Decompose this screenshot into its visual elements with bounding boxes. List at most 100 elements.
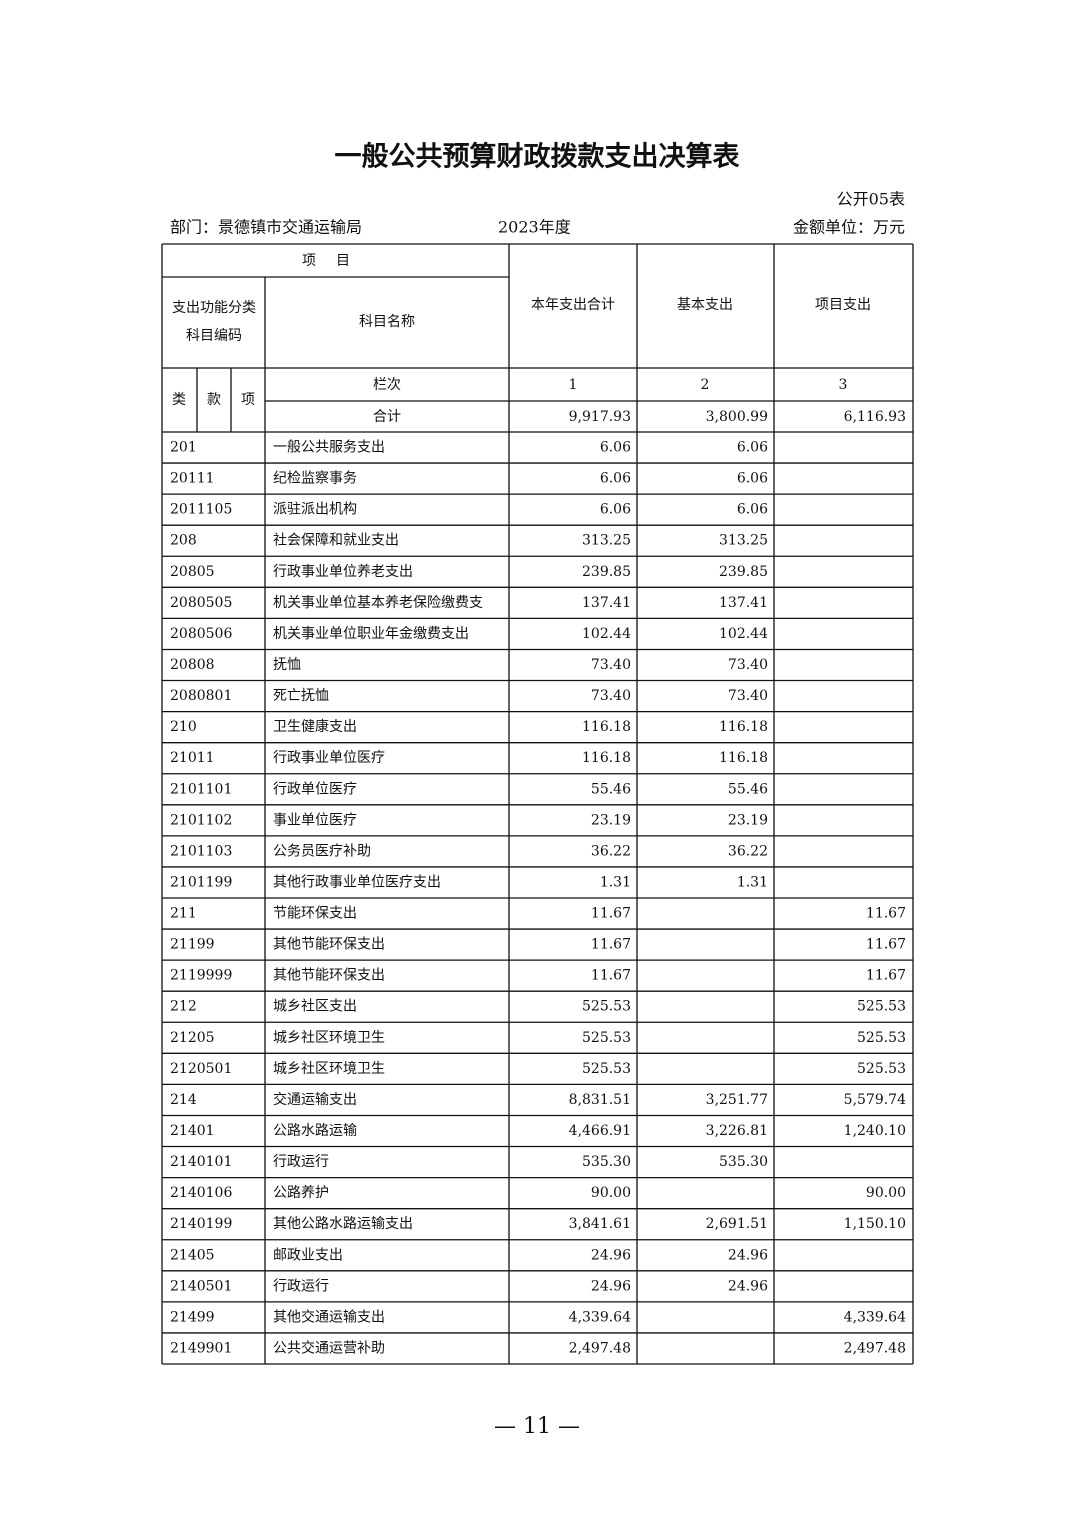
code-cell: 2101102 [170,812,232,828]
name-cell: 行政事业单位医疗 [273,750,385,766]
sum-cell: 3,800.99 [706,409,768,425]
name-cell: 邮政业支出 [273,1247,343,1263]
name-cell: 事业单位医疗 [273,812,357,828]
name-cell: 公路水路运输 [273,1123,357,1139]
sum-label: 合计 [373,409,401,425]
amount-cell: 525.53 [582,1030,631,1046]
code-cell: 2080801 [170,688,232,704]
name-cell: 机关事业单位职业年金缴费支出 [273,626,469,642]
sum-cell: 6,116.93 [844,409,906,425]
amount-cell: 3,841.61 [569,1216,631,1232]
amount-cell: 55.46 [591,781,631,797]
amount-cell: 11.67 [591,937,631,953]
amount-cell: 1,150.10 [844,1216,906,1232]
amount-cell: 6.06 [600,440,631,456]
name-cell: 其他公路水路运输支出 [273,1216,413,1232]
amount-cell: 8,831.51 [569,1092,631,1108]
amount-cell: 2,691.51 [706,1216,768,1232]
code-cell: 214 [170,1092,197,1108]
header-cell: 科目名称 [359,314,415,330]
name-cell: 其他行政事业单位医疗支出 [273,874,441,890]
name-cell: 行政运行 [273,1154,329,1170]
code-cell: 210 [170,719,197,735]
code-cell: 2140101 [170,1154,232,1170]
department: 部门：景德镇市交通运输局 [170,218,362,237]
code-cell: 2101199 [170,874,232,890]
amount-cell: 313.25 [582,533,631,549]
header-cell: 类 [172,392,186,408]
amount-cell: 4,466.91 [569,1123,631,1139]
name-cell: 城乡社区环境卫生 [273,1030,385,1046]
header-cell: 支出功能分类 [172,300,256,316]
amount-cell: 525.53 [857,1030,906,1046]
amount-cell: 24.96 [591,1278,631,1294]
amount-cell: 11.67 [866,937,906,953]
name-cell: 公共交通运营补助 [273,1339,385,1356]
code-cell: 21199 [170,937,215,953]
name-cell: 其他节能环保支出 [273,937,385,953]
amount-cell: 137.41 [719,595,768,611]
unit: 金额单位：万元 [793,218,905,237]
amount-cell: 525.53 [582,1061,631,1077]
amount-cell: 1,240.10 [844,1123,906,1139]
name-cell: 节能环保支出 [273,906,357,922]
amount-cell: 23.19 [728,812,768,828]
code-cell: 212 [170,999,197,1015]
name-cell: 其他交通运输支出 [273,1308,385,1325]
header-cell: 2 [701,377,710,393]
code-cell: 2140199 [170,1216,232,1232]
amount-cell: 23.19 [591,812,631,828]
amount-cell: 3,251.77 [706,1092,768,1108]
name-cell: 城乡社区支出 [273,999,357,1015]
amount-cell: 137.41 [582,595,631,611]
code-cell: 21405 [170,1247,215,1263]
code-cell: 21401 [170,1123,215,1139]
code-cell: 2080505 [170,595,232,611]
amount-cell: 525.53 [582,999,631,1015]
amount-cell: 11.67 [866,968,906,984]
header-cell: 项目 [302,253,370,269]
amount-cell: 239.85 [719,564,768,580]
amount-cell: 11.67 [591,968,631,984]
amount-cell: 3,226.81 [706,1123,768,1139]
amount-cell: 116.18 [719,750,768,766]
amount-cell: 24.96 [728,1247,768,1263]
name-cell: 抚恤 [273,657,301,673]
amount-cell: 116.18 [719,719,768,735]
header-cell: 基本支出 [677,296,733,313]
amount-cell: 4,339.64 [569,1309,631,1325]
amount-cell: 102.44 [719,626,768,642]
amount-cell: 525.53 [857,1061,906,1077]
amount-cell: 36.22 [591,843,631,859]
amount-cell: 4,339.64 [844,1309,906,1325]
code-cell: 201 [170,440,197,456]
page-number: — 11 — [494,1414,580,1439]
table-no: 公开05表 [837,190,905,209]
amount-cell: 535.30 [582,1154,631,1170]
amount-cell: 73.40 [591,688,631,704]
name-cell: 其他节能环保支出 [273,968,385,984]
header-cell: 1 [569,377,578,393]
code-cell: 21499 [170,1309,215,1325]
amount-cell: 36.22 [728,843,768,859]
name-cell: 纪检监察事务 [273,470,357,487]
amount-cell: 24.96 [591,1247,631,1263]
header-cell: 款 [207,392,221,408]
header-cell: 项目支出 [815,297,871,313]
sum-cell: 9,917.93 [569,409,631,425]
amount-cell: 24.96 [728,1278,768,1294]
name-cell: 派驻派出机构 [273,502,357,518]
code-cell: 2140106 [170,1185,232,1201]
amount-cell: 6.06 [737,502,768,518]
amount-cell: 5,579.74 [844,1092,906,1108]
code-cell: 2119999 [170,968,232,984]
amount-cell: 6.06 [600,471,631,487]
doc-title: 一般公共预算财政拨款支出决算表 [335,141,740,173]
name-cell: 机关事业单位基本养老保险缴费支 [273,594,483,611]
name-cell: 城乡社区环境卫生 [273,1061,385,1077]
amount-cell: 11.67 [591,906,631,922]
amount-cell: 90.00 [866,1185,906,1201]
year: 2023年度 [498,218,571,237]
